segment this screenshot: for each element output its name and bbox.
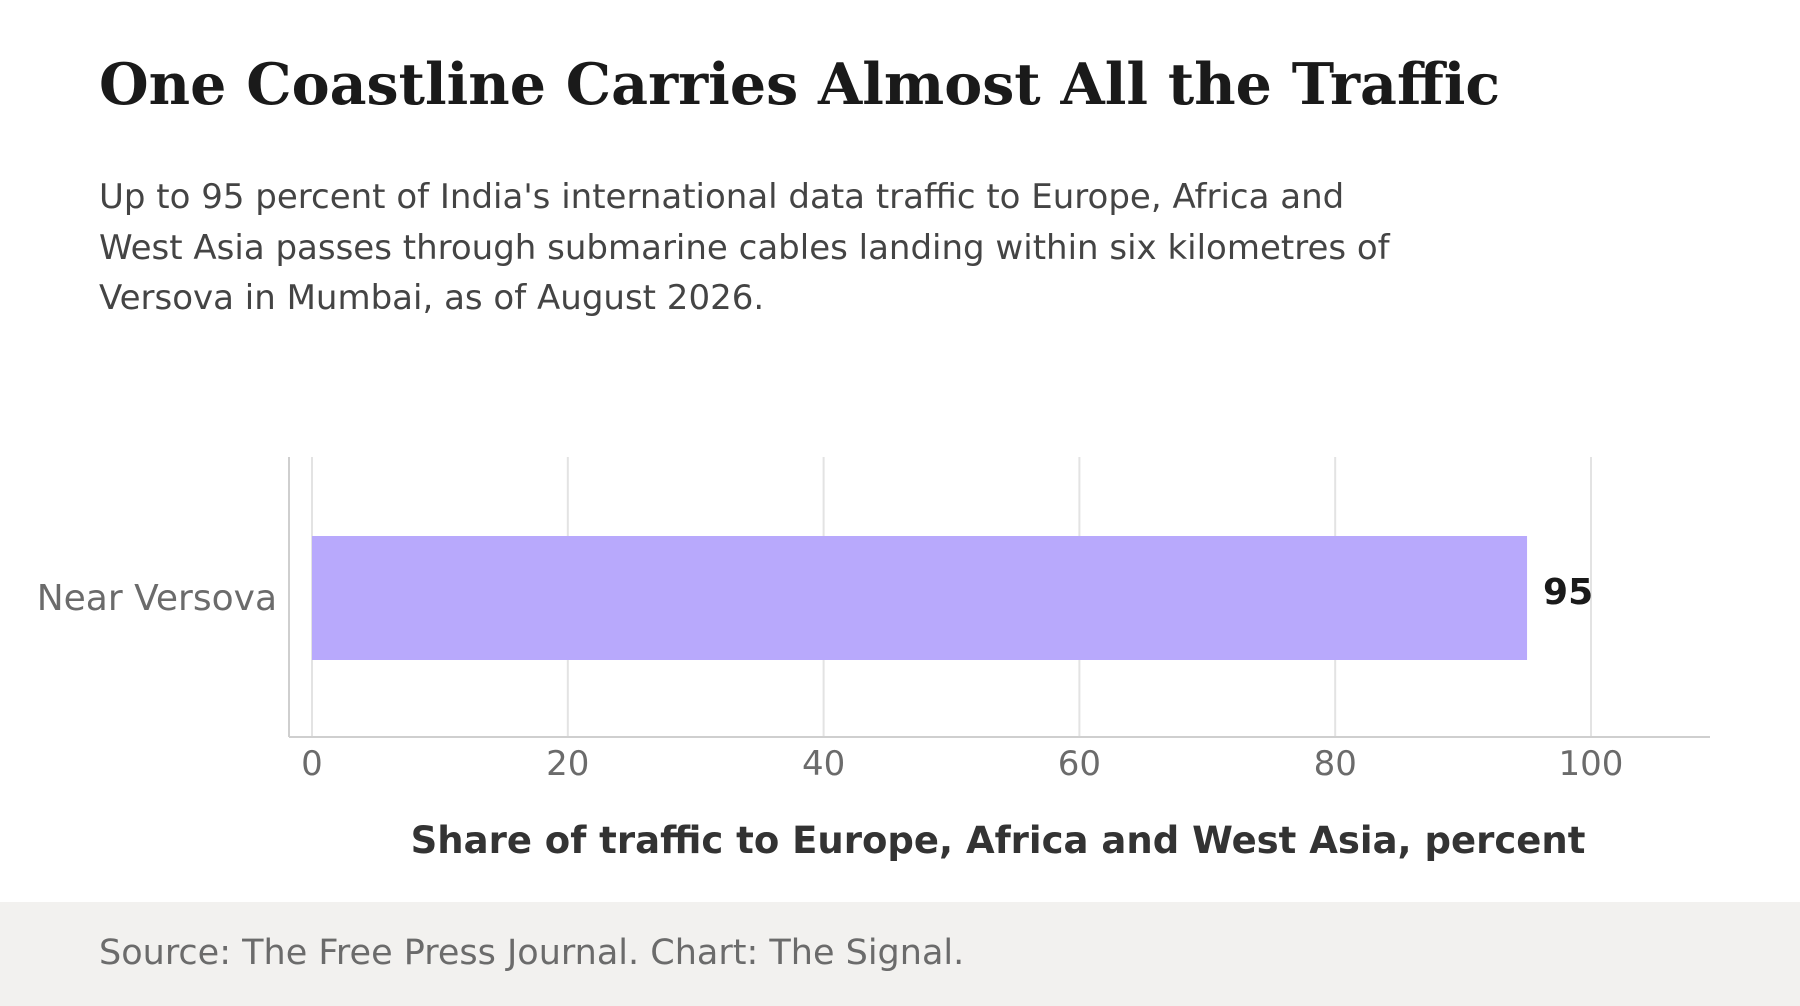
x-axis-title: Share of traffic to Europe, Africa and W… xyxy=(411,819,1586,862)
chart-footer: Source: The Free Press Journal. Chart: T… xyxy=(0,902,1800,1006)
source-note: Source: The Free Press Journal. Chart: T… xyxy=(99,933,965,973)
bar-chart: 0 20 40 60 80 100 Near Versova 95 Share of traff… xyxy=(37,457,1710,862)
x-tick-label-20: 20 xyxy=(546,744,589,784)
bar-near-versova xyxy=(312,536,1528,660)
x-tick-label-80: 80 xyxy=(1314,744,1357,784)
x-tick-label-100: 100 xyxy=(1559,744,1624,784)
bar-value-label: 95 xyxy=(1543,572,1593,613)
x-tick-label-40: 40 xyxy=(802,744,845,784)
y-category-label: Near Versova xyxy=(37,578,277,619)
x-tick-label-0: 0 xyxy=(301,744,323,784)
x-tick-label-60: 60 xyxy=(1058,744,1101,784)
chart-subtitle: Up to 95 percent of India's internationa… xyxy=(99,177,1390,318)
chart-title: One Coastline Carries Almost All the Tra… xyxy=(99,51,1501,118)
